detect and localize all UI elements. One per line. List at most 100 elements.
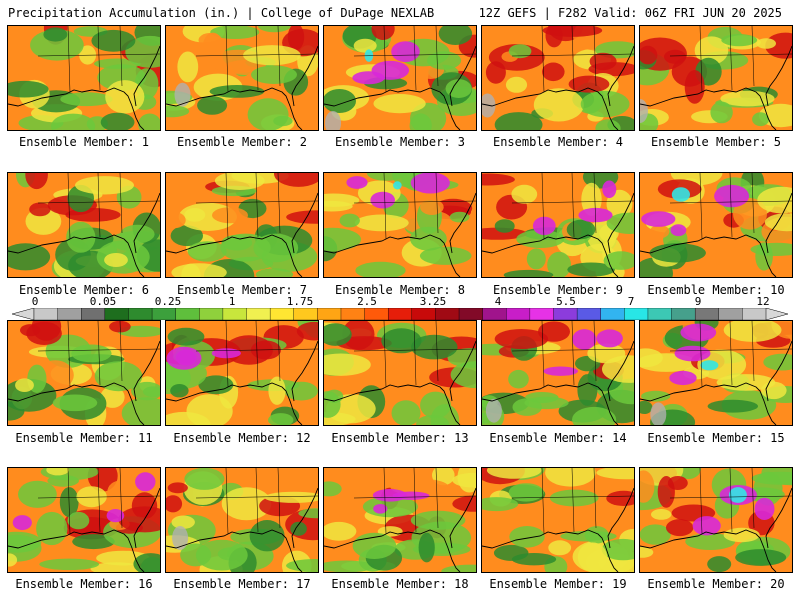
precip-blob (258, 26, 291, 33)
precip-blob (418, 532, 435, 563)
precip-blob (198, 33, 223, 48)
coastline (8, 382, 145, 425)
colorbar-tick-label: 3.25 (419, 295, 447, 308)
precip-blob (171, 515, 195, 529)
precip-blob (324, 200, 353, 212)
ensemble-member-label: Ensemble Member: 17 (173, 577, 311, 591)
precip-blob (640, 400, 653, 414)
extreme-precip-blob (572, 329, 597, 350)
precip-blob (441, 564, 476, 572)
precip-blob (409, 113, 432, 130)
state-borders (353, 321, 476, 388)
precip-blob (8, 553, 18, 567)
precip-blob (210, 26, 260, 39)
precip-blob (420, 391, 451, 419)
extreme-precip-blob (692, 516, 721, 536)
precip-blob (273, 115, 293, 127)
precip-blob (482, 497, 519, 512)
precip-blob (587, 343, 626, 364)
precip-blob (166, 105, 190, 118)
precip-blob (752, 112, 770, 127)
precip-blob (511, 184, 538, 204)
precip-blob (336, 336, 392, 351)
chart-title: Precipitation Accumulation (in.) | Colle… (8, 6, 435, 20)
precip-blob (756, 38, 776, 49)
extreme-precip-blob (346, 176, 368, 189)
precip-blob (184, 208, 206, 222)
precip-blob (485, 61, 506, 84)
precip-blob (603, 251, 634, 270)
precip-blob (548, 540, 572, 556)
coastline (324, 234, 461, 277)
state-borders (669, 321, 792, 388)
precip-blob (390, 478, 449, 496)
coastline (765, 45, 792, 107)
colorbar-swatch (553, 308, 578, 320)
precip-blob (572, 406, 617, 425)
precip-blob (264, 491, 318, 503)
extreme-precip-blob (392, 491, 430, 500)
precip-blob (71, 344, 112, 363)
precip-blob (66, 221, 96, 253)
precip-blob (198, 375, 234, 395)
precip-blob (516, 230, 565, 248)
ensemble-member-map-12 (165, 320, 319, 426)
precip-blob (100, 112, 135, 130)
ensemble-member-label: Ensemble Member: 9 (492, 283, 624, 297)
precip-blob (18, 480, 57, 508)
ensemble-member-map-11 (7, 320, 161, 426)
precip-blob (420, 199, 444, 215)
ensemble-member-map-8 (323, 172, 477, 278)
coastline (291, 487, 318, 549)
colorbar-tick-label: 4 (494, 295, 502, 308)
precip-blob (606, 212, 634, 234)
ensemble-member-label: Ensemble Member: 13 (331, 431, 469, 445)
extreme-precip-blob (641, 211, 676, 227)
precip-blob (109, 321, 131, 333)
extreme-precip-blob (674, 345, 711, 362)
precip-blob (505, 76, 528, 93)
precip-blob (411, 334, 458, 360)
ensemble-member-label: Ensemble Member: 18 (331, 577, 469, 591)
colorbar-swatch (57, 308, 82, 320)
precip-blob (761, 381, 787, 400)
precip-blob (697, 349, 747, 380)
coastline (640, 529, 777, 572)
state-borders (353, 173, 476, 240)
ensemble-member-map-7 (165, 172, 319, 278)
precip-blob (512, 398, 542, 416)
precip-blob (51, 113, 96, 130)
coastline (291, 192, 318, 254)
colorbar-swatch (33, 308, 59, 320)
ensemble-member-label: Ensemble Member: 19 (489, 577, 627, 591)
coastline (8, 87, 145, 130)
ensemble-member-label: Ensemble Member: 1 (18, 135, 150, 149)
max-precip-blob (728, 487, 747, 503)
precip-blob (545, 468, 596, 487)
precip-blob (352, 532, 397, 559)
precip-blob (496, 26, 540, 35)
coastline (607, 340, 634, 402)
precip-blob (167, 327, 205, 346)
ensemble-member-map-5 (639, 25, 793, 131)
colorbar-swatch (364, 308, 389, 320)
state-borders (511, 173, 634, 240)
colorbar-swatch (317, 308, 342, 320)
trace-precip-blob (650, 402, 667, 425)
state-borders (37, 468, 160, 535)
precip-blob (567, 262, 615, 277)
precip-blob (577, 542, 608, 572)
precip-blob (43, 27, 68, 42)
colorbar-tick-label: 5.5 (556, 295, 576, 308)
coastline (166, 529, 303, 572)
extreme-precip-blob (106, 509, 125, 523)
ensemble-member-label: Ensemble Member: 12 (173, 431, 311, 445)
precip-blob (339, 213, 360, 228)
precip-blob (685, 533, 736, 550)
colorbar-left-arrow (12, 308, 35, 320)
precip-blob (416, 415, 450, 425)
coastline (449, 192, 476, 254)
precip-blob (538, 321, 570, 342)
precip-blob (138, 113, 160, 130)
precip-blob (324, 521, 357, 541)
